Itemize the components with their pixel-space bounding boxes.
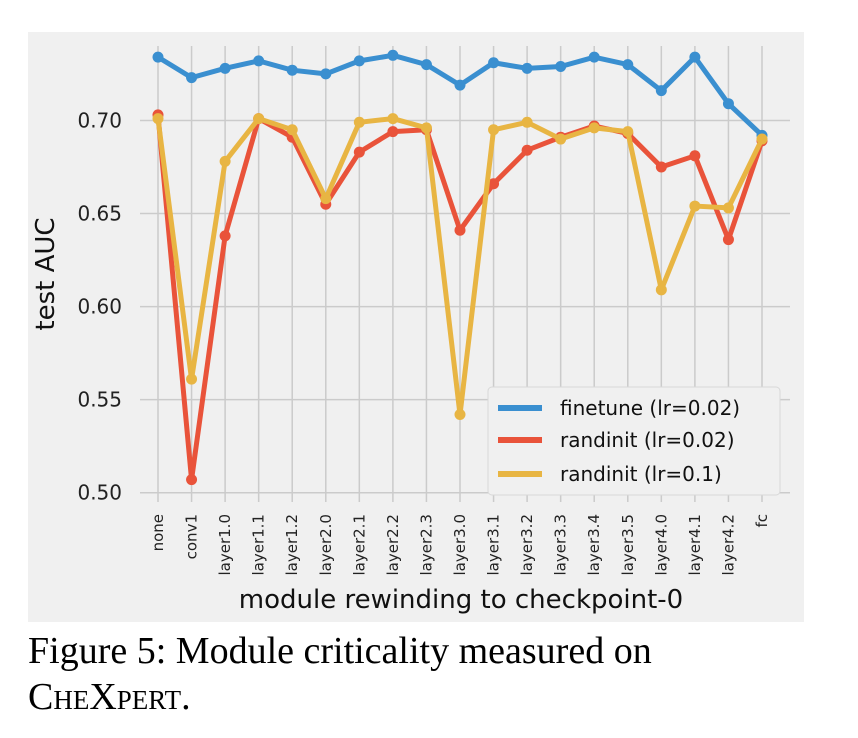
caption-text: Module criticality measured on bbox=[175, 630, 652, 672]
data-point bbox=[655, 85, 667, 97]
legend-item-finetune: finetune (lr=0.02) bbox=[498, 396, 740, 420]
data-point bbox=[756, 133, 768, 145]
data-point bbox=[152, 51, 164, 63]
data-point bbox=[387, 126, 399, 138]
x-axis-label: module rewinding to checkpoint-0 bbox=[239, 585, 683, 615]
data-point bbox=[152, 113, 164, 125]
x-tick-label: layer3.0 bbox=[451, 514, 469, 576]
data-point bbox=[387, 49, 399, 61]
data-point bbox=[722, 202, 734, 214]
data-point bbox=[689, 150, 701, 162]
data-point bbox=[454, 79, 466, 91]
legend-label: randinit (lr=0.1) bbox=[560, 462, 722, 486]
data-point bbox=[353, 55, 365, 67]
x-tick-label: layer1.2 bbox=[283, 514, 301, 576]
x-tick-label: layer3.5 bbox=[619, 514, 637, 576]
y-tick-label: 0.70 bbox=[77, 108, 122, 132]
data-point bbox=[488, 178, 500, 190]
legend-box bbox=[487, 386, 781, 496]
data-point bbox=[186, 474, 198, 486]
data-point bbox=[219, 155, 231, 167]
legend-label: randinit (lr=0.02) bbox=[560, 428, 735, 452]
data-point bbox=[689, 51, 701, 63]
caption-dataset-name: CheXpert bbox=[28, 676, 182, 718]
x-tick-label: layer1.1 bbox=[250, 514, 268, 576]
data-point bbox=[622, 59, 634, 71]
x-tick-label: layer3.1 bbox=[485, 514, 503, 576]
chart: 0.50 0.55 0.60 0.65 0.70 none conv1 layer1.0 la… bbox=[28, 32, 804, 622]
data-point bbox=[219, 62, 231, 74]
x-tick-label: layer3.4 bbox=[585, 514, 603, 576]
data-point bbox=[555, 60, 567, 72]
x-tick-label: layer2.0 bbox=[317, 514, 335, 576]
y-tick-label: 0.60 bbox=[77, 295, 122, 319]
data-point bbox=[588, 51, 600, 63]
data-point bbox=[655, 161, 667, 173]
data-point bbox=[521, 62, 533, 74]
data-point bbox=[320, 68, 332, 80]
data-point bbox=[253, 55, 265, 67]
caption-label: Figure 5: bbox=[28, 630, 167, 672]
y-axis-label: test AUC bbox=[31, 217, 61, 330]
x-tick-label: none bbox=[149, 514, 167, 551]
x-tick-label: layer2.3 bbox=[417, 514, 435, 576]
x-tick-label: fc bbox=[753, 514, 771, 528]
data-point bbox=[353, 116, 365, 128]
data-point bbox=[521, 116, 533, 128]
x-tick-label: layer2.2 bbox=[384, 514, 402, 576]
x-tick-label: layer2.1 bbox=[350, 514, 368, 576]
x-tick-label: layer3.3 bbox=[552, 514, 570, 576]
data-point bbox=[488, 124, 500, 136]
y-axis-ticks: 0.50 0.55 0.60 0.65 0.70 bbox=[77, 108, 122, 504]
x-tick-label: conv1 bbox=[183, 514, 201, 559]
x-tick-label: layer4.2 bbox=[719, 514, 737, 576]
data-point bbox=[286, 124, 298, 136]
data-point bbox=[521, 144, 533, 156]
data-point bbox=[186, 373, 198, 385]
data-point bbox=[186, 72, 198, 84]
x-axis-ticks: none conv1 layer1.0 layer1.1 layer1.2 layer2.… bbox=[149, 514, 771, 576]
data-point bbox=[387, 113, 399, 125]
data-point bbox=[689, 200, 701, 212]
data-point bbox=[622, 126, 634, 138]
data-point bbox=[219, 230, 231, 242]
figure-caption: Figure 5: Module criticality measured on… bbox=[28, 628, 828, 720]
data-point bbox=[286, 64, 298, 76]
caption-period: . bbox=[181, 676, 191, 718]
data-point bbox=[320, 193, 332, 205]
data-point bbox=[353, 146, 365, 158]
data-point bbox=[253, 113, 265, 125]
series-layer bbox=[152, 49, 768, 486]
data-point bbox=[655, 284, 667, 296]
y-tick-label: 0.50 bbox=[77, 481, 122, 505]
legend-item-randinit-lr002: randinit (lr=0.02) bbox=[498, 428, 735, 452]
y-tick-label: 0.65 bbox=[77, 202, 122, 226]
data-point bbox=[420, 59, 432, 71]
x-tick-label: layer4.0 bbox=[652, 514, 670, 576]
x-tick-label: layer3.2 bbox=[518, 514, 536, 576]
data-point bbox=[722, 98, 734, 110]
data-point bbox=[454, 224, 466, 236]
data-point bbox=[722, 234, 734, 246]
legend-label: finetune (lr=0.02) bbox=[560, 396, 740, 420]
x-tick-label: layer4.1 bbox=[686, 514, 704, 576]
legend-item-randinit-lr01: randinit (lr=0.1) bbox=[498, 462, 722, 486]
data-point bbox=[454, 409, 466, 421]
x-tick-label: layer1.0 bbox=[216, 514, 234, 576]
data-point bbox=[420, 122, 432, 134]
legend: finetune (lr=0.02) randinit (lr=0.02) ra… bbox=[487, 386, 781, 496]
data-point bbox=[588, 122, 600, 134]
y-tick-label: 0.55 bbox=[77, 388, 122, 412]
series-2 bbox=[152, 113, 768, 421]
data-point bbox=[555, 133, 567, 145]
data-point bbox=[488, 57, 500, 69]
series-0 bbox=[152, 49, 768, 141]
